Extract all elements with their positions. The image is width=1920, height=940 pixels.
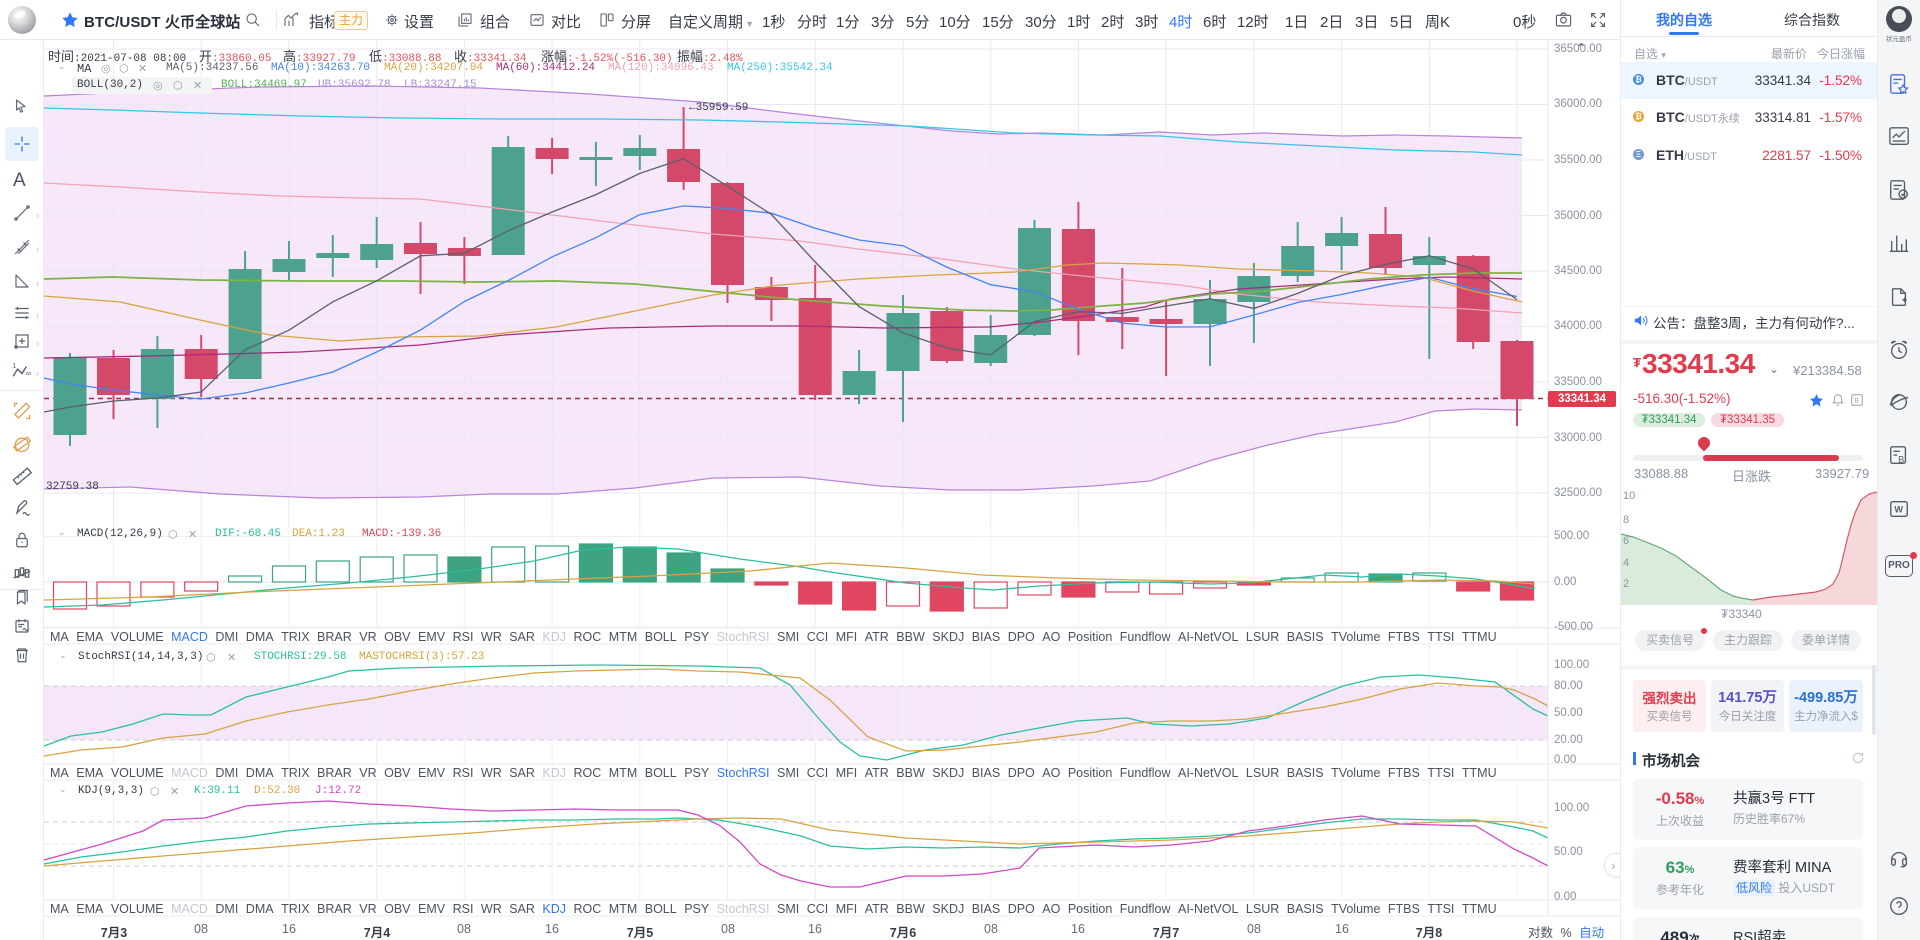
svg-text:W: W xyxy=(1894,505,1903,515)
svg-text:1: 1 xyxy=(12,362,16,370)
svg-text:B: B xyxy=(1855,397,1859,404)
svg-text:B: B xyxy=(1898,454,1904,464)
svg-text:∞: ∞ xyxy=(26,369,32,378)
